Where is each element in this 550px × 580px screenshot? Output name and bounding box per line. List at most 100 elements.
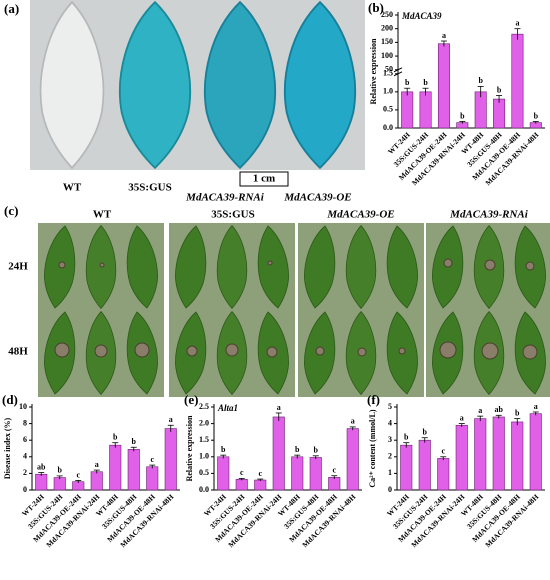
- y-tick-label: 1.0: [383, 87, 393, 96]
- y-tick-label: 0.5: [199, 468, 209, 477]
- y-tick-label: 0.0: [199, 485, 209, 494]
- row-label: 24H: [8, 261, 28, 273]
- column-label: WT: [93, 209, 112, 221]
- y-tick-label: 0: [388, 485, 392, 494]
- bar: [511, 421, 524, 491]
- bar: [529, 413, 542, 491]
- significance-letter: b: [295, 445, 300, 454]
- bar: [511, 33, 524, 129]
- significance-letter: b: [534, 111, 539, 120]
- bar: [127, 449, 140, 491]
- significance-letter: b: [404, 433, 409, 442]
- significance-letter: b: [478, 76, 483, 85]
- bar: [328, 477, 341, 491]
- significance-letter: a: [351, 417, 355, 426]
- significance-letter: a: [478, 406, 482, 415]
- bar: [437, 43, 450, 129]
- scale-bar: [239, 171, 289, 187]
- y-tick-label: 4: [23, 452, 27, 461]
- scale-label: 1 cm: [253, 173, 275, 185]
- significance-letter: ab: [495, 405, 504, 414]
- significance-letter: a: [460, 413, 464, 422]
- y-axis-label: Relative expression: [185, 415, 194, 481]
- bar: [419, 91, 432, 129]
- bar: [235, 479, 248, 491]
- bar: [418, 439, 431, 491]
- y-tick-label: 5: [388, 402, 392, 411]
- y-tick-label: 0: [23, 485, 27, 494]
- photo-grid: [38, 223, 550, 397]
- significance-letter: c: [332, 466, 336, 475]
- y-tick-label: 1.5: [199, 435, 209, 444]
- bar: [437, 458, 450, 491]
- significance-letter: b: [497, 85, 502, 94]
- y-tick-label: 2.5: [199, 402, 209, 411]
- significance-letter: c: [441, 447, 445, 456]
- significance-letter: c: [258, 469, 262, 478]
- panel-label: (b): [368, 0, 384, 15]
- significance-letter: a: [95, 460, 99, 469]
- y-tick-label: 1.0: [199, 452, 209, 461]
- panel-label: (f): [367, 392, 380, 407]
- y-axis-label: Ca²⁺ content (mmol/L): [368, 409, 377, 488]
- significance-letter: b: [423, 78, 428, 87]
- y-axis-label: Disease index (%): [3, 418, 12, 480]
- bar: [254, 479, 267, 491]
- photo-label: MdACA39-OE: [283, 192, 351, 204]
- significance-letter: b: [132, 437, 137, 446]
- y-tick-label: 6: [23, 435, 27, 444]
- bar: [164, 428, 177, 491]
- bar: [53, 477, 66, 491]
- column-label: 35S:GUS: [211, 209, 254, 221]
- significance-letter: b: [58, 466, 63, 475]
- y-tick-label: 50: [385, 65, 393, 74]
- y-tick-label: 150: [381, 37, 393, 46]
- significance-letter: b: [314, 446, 319, 455]
- y-tick-label: 2: [23, 468, 27, 477]
- significance-letter: b: [515, 408, 520, 417]
- significance-letter: a: [442, 31, 446, 40]
- photo-label: 35S:GUS: [128, 182, 171, 194]
- y-tick-label: 200: [381, 24, 393, 33]
- bar: [401, 91, 414, 129]
- bar: [272, 416, 285, 491]
- bar: [400, 444, 413, 491]
- significance-letter: b: [405, 78, 410, 87]
- bar: [146, 466, 159, 491]
- bar: [493, 98, 506, 129]
- chart-title: Alta1: [217, 403, 238, 413]
- y-tick-label: 10: [19, 402, 27, 411]
- significance-letter: a: [277, 403, 281, 412]
- photo-label: MdACA39-RNAi: [185, 192, 265, 204]
- significance-letter: c: [150, 455, 154, 464]
- y-tick-label: 0.5: [383, 105, 393, 114]
- y-tick-label: 4: [388, 418, 392, 427]
- y-tick-label: 250: [381, 10, 393, 19]
- bar: [492, 416, 505, 491]
- column-label: MdACA39-RNAi: [449, 209, 529, 221]
- significance-letter: c: [240, 468, 244, 477]
- significance-letter: a: [515, 19, 519, 28]
- panel-label: (a): [4, 1, 19, 16]
- panel-label: (c): [4, 203, 18, 218]
- bar: [35, 473, 48, 491]
- y-axis-label: Relative expression: [369, 38, 378, 104]
- significance-letter: b: [423, 428, 428, 437]
- y-tick-label: 2: [388, 452, 392, 461]
- y-tick-label: 1.5: [383, 69, 393, 78]
- significance-letter: b: [221, 445, 226, 454]
- significance-letter: c: [76, 470, 80, 479]
- y-tick-label: 8: [23, 418, 27, 427]
- y-tick-label: 1: [388, 468, 392, 477]
- column-label: MdACA39-OE: [326, 209, 394, 221]
- y-tick-label: 2.0: [199, 418, 209, 427]
- bar: [455, 424, 468, 491]
- significance-letter: b: [113, 433, 118, 442]
- bar: [109, 444, 122, 491]
- bar: [90, 471, 103, 491]
- y-tick-label: 100: [381, 51, 393, 60]
- bar: [474, 418, 487, 491]
- bar: [291, 456, 304, 491]
- chart-title: MdACA39: [401, 11, 442, 21]
